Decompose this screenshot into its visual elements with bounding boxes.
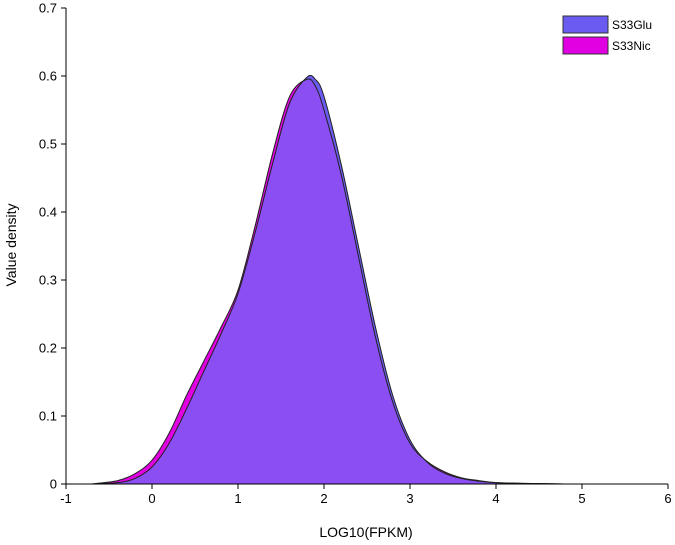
x-tick-label: 1 (234, 491, 241, 506)
y-tick-label: 0.3 (39, 273, 57, 288)
legend-label-s33glu: S33Glu (612, 18, 652, 32)
y-tick-label: 0.1 (39, 409, 57, 424)
legend-swatch-s33glu (562, 15, 609, 34)
y-tick-label: 0.7 (39, 1, 57, 16)
x-tick-label: 4 (492, 491, 499, 506)
legend-swatch-s33nic (562, 36, 609, 55)
axes: -1 0 1 2 3 4 5 600.10.20.30.40.50.60.7 (39, 1, 672, 507)
y-tick-label: 0.5 (39, 137, 57, 152)
area-overlap (91, 78, 565, 484)
legend: S33Glu S33Nic (562, 15, 652, 55)
x-tick-label: 3 (406, 491, 413, 506)
x-axis-title: LOG10(FPKM) (319, 524, 412, 540)
x-tick-label: -1 (60, 491, 72, 506)
y-tick-label: 0.4 (39, 205, 57, 220)
line-s33glu (91, 74, 565, 485)
y-axis-title: Value density (3, 203, 19, 286)
legend-label-s33nic: S33Nic (612, 39, 651, 53)
line-s33nic (91, 78, 565, 485)
y-tick-label: 0.2 (39, 341, 57, 356)
plot-area (91, 74, 565, 485)
x-tick-label: 6 (664, 491, 671, 506)
x-tick-label: 5 (578, 491, 585, 506)
x-tick-label: 0 (148, 491, 155, 506)
y-tick-label: 0.6 (39, 69, 57, 84)
y-tick-label: 0 (50, 477, 57, 492)
x-tick-label: 2 (320, 491, 327, 506)
